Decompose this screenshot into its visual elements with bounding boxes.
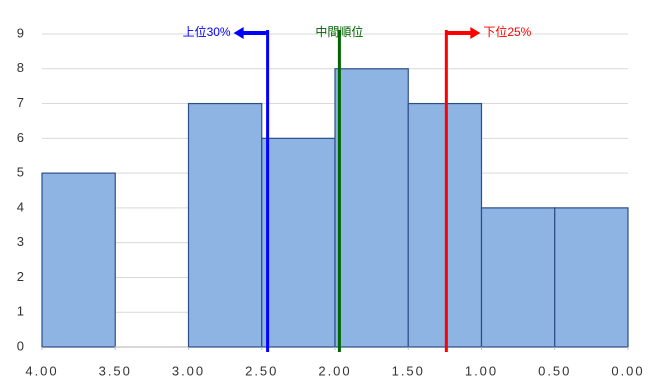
bar [482,208,555,347]
x-tick-label: 1.00 [465,363,498,378]
y-tick-label: 8 [17,60,24,75]
bar [189,104,262,347]
arrow-head [234,27,244,39]
bar [42,173,115,347]
annotation-label: 下位25% [483,24,531,39]
x-tick-label: 3.00 [172,363,205,378]
y-tick-label: 7 [17,95,24,110]
y-tick-label: 1 [17,304,24,319]
x-tick-label: 0.00 [611,363,644,378]
x-tick-label: 2.50 [245,363,278,378]
bar [335,69,408,347]
y-tick-label: 0 [17,338,24,353]
x-tick-label: 4.00 [25,363,58,378]
x-tick-label: 2.00 [318,363,351,378]
x-tick-label: 0.50 [538,363,571,378]
arrow-head [470,27,480,39]
y-tick-label: 6 [17,130,24,145]
y-tick-label: 4 [17,199,24,214]
bar [262,138,335,347]
y-tick-label: 5 [17,165,24,180]
x-tick-label: 1.50 [392,363,425,378]
bar [555,208,628,347]
annotation-label: 中間順位 [315,24,363,39]
y-tick-label: 2 [17,269,24,284]
y-tick-label: 3 [17,234,24,249]
x-tick-label: 3.50 [99,363,132,378]
y-tick-label: 9 [17,25,24,40]
annotation-label: 上位30% [183,24,231,39]
